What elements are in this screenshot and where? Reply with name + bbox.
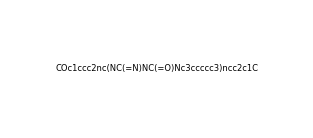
- Text: COc1ccc2nc(NC(=N)NC(=O)Nc3ccccc3)ncc2c1C: COc1ccc2nc(NC(=N)NC(=O)Nc3ccccc3)ncc2c1C: [55, 64, 258, 74]
